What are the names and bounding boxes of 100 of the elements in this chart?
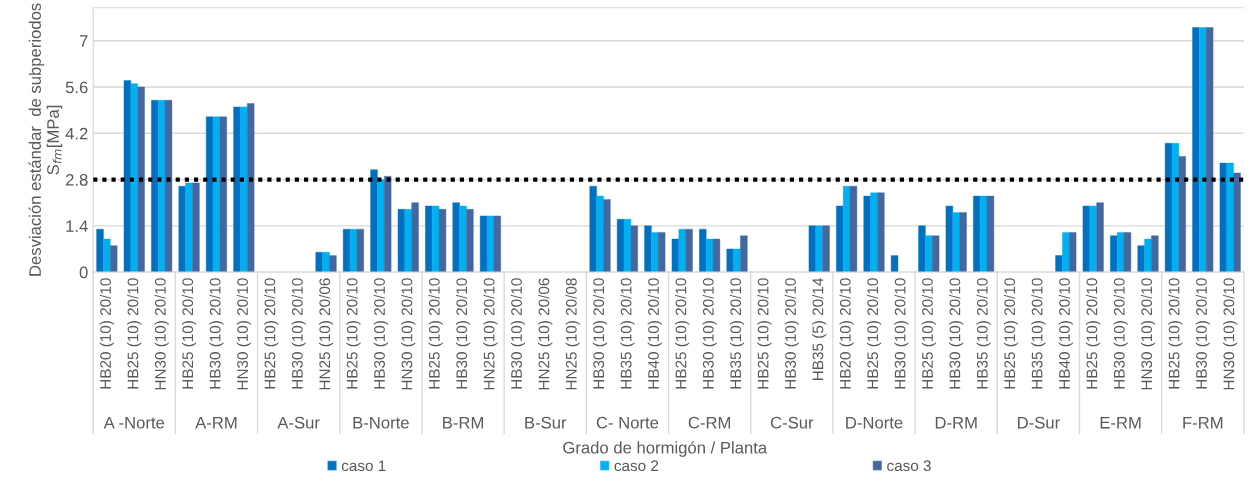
text: A-RM bbox=[195, 416, 237, 429]
bar bbox=[178, 185, 186, 273]
text: C- Norte bbox=[596, 416, 659, 429]
bar bbox=[466, 209, 474, 273]
x-tick-label: HB35 (10) 20/10 bbox=[976, 278, 991, 389]
legend-label: caso 3 bbox=[887, 460, 931, 472]
text: E-RM bbox=[1100, 416, 1141, 429]
x-axis-title: Grado de hormigón / Planta bbox=[563, 441, 768, 457]
y-tick-label: 0 bbox=[79, 266, 88, 279]
bar bbox=[699, 228, 707, 273]
x-tick-label: HB25 (10) 20/10 bbox=[264, 278, 279, 389]
bar bbox=[1069, 232, 1077, 273]
text: D-RM bbox=[935, 416, 977, 429]
bar bbox=[603, 199, 611, 273]
legend-label: caso 2 bbox=[614, 460, 659, 472]
bar bbox=[130, 83, 138, 273]
bar bbox=[103, 238, 111, 273]
x-tick-label: HB25 (10) 20/10 bbox=[866, 278, 882, 389]
text: F-RM bbox=[1183, 416, 1223, 429]
bar bbox=[1062, 232, 1070, 273]
bar bbox=[1178, 156, 1186, 273]
text: C-RM bbox=[688, 416, 731, 429]
bar bbox=[240, 106, 248, 273]
bar bbox=[1219, 162, 1227, 273]
x-tick-label: HB30 (10) 20/10 bbox=[455, 278, 471, 389]
bar bbox=[411, 202, 419, 273]
x-tick-label: HB25 (10) 20/10 bbox=[181, 278, 197, 389]
bar bbox=[836, 205, 844, 273]
bar bbox=[486, 215, 495, 273]
bar bbox=[1171, 143, 1180, 273]
bar bbox=[1233, 172, 1241, 273]
bar bbox=[815, 225, 823, 273]
bar bbox=[740, 235, 748, 273]
x-tick-label: HB30 (10) 20/10 bbox=[510, 278, 525, 389]
bar bbox=[164, 100, 173, 273]
x-tick-label: HB35 (10) 20/10 bbox=[1031, 278, 1046, 389]
y-tick-label: 1.4 bbox=[66, 220, 88, 232]
bar bbox=[651, 232, 659, 273]
bar bbox=[247, 103, 255, 273]
x-tick-label: HB25 (10) 20/10 bbox=[757, 278, 772, 389]
bar bbox=[870, 192, 878, 273]
bar bbox=[397, 209, 406, 273]
y-tick-label: 4.2 bbox=[65, 127, 88, 140]
bar bbox=[863, 195, 871, 273]
bar bbox=[329, 255, 337, 273]
bar bbox=[233, 106, 241, 273]
bar bbox=[589, 185, 597, 273]
bar bbox=[733, 248, 741, 273]
text: A-Sur bbox=[277, 416, 320, 429]
bar bbox=[849, 185, 858, 273]
bar bbox=[377, 179, 385, 273]
text: A -Norte bbox=[103, 416, 165, 429]
bar bbox=[1192, 27, 1200, 273]
x-tick-label: HB25 (10) 20/10 bbox=[921, 278, 936, 389]
x-tick-label: HB40 (10) 20/10 bbox=[647, 278, 662, 389]
bar bbox=[973, 195, 981, 273]
x-tick-label: HB35 (10) 20/10 bbox=[729, 278, 745, 389]
bar bbox=[1206, 27, 1214, 273]
x-tick-label: HB25 (10) 20/10 bbox=[127, 278, 142, 389]
bar bbox=[952, 212, 960, 273]
bar bbox=[219, 116, 227, 273]
x-tick-label: HN30 (10) 20/10 bbox=[1223, 278, 1238, 390]
x-tick-label: HB25 (10) 20/10 bbox=[428, 278, 443, 389]
bar bbox=[1137, 245, 1145, 273]
bar bbox=[452, 202, 460, 273]
bar bbox=[1226, 162, 1234, 273]
bar bbox=[890, 255, 899, 273]
x-tick-label: HN30 (10) 20/10 bbox=[401, 278, 416, 390]
bar bbox=[1089, 205, 1097, 273]
x-tick-label: HB20 (10) 20/10 bbox=[839, 278, 854, 389]
x-tick-label: HB30 (10) 20/10 bbox=[702, 278, 717, 389]
bar bbox=[623, 219, 632, 273]
bar bbox=[1164, 143, 1173, 273]
bar bbox=[644, 225, 652, 273]
x-tick-label: HB30 (10) 20/10 bbox=[1113, 278, 1128, 389]
x-tick-label: HB35 (10) 20/10 bbox=[620, 278, 635, 389]
x-tick-label: HB20 (10) 20/10 bbox=[99, 278, 114, 389]
bar bbox=[384, 176, 392, 273]
y-axis-title: Desviación estándar de subperiodos S$_{fm}$[MPa] bbox=[28, 3, 63, 276]
bar bbox=[322, 252, 330, 273]
bar bbox=[712, 238, 721, 273]
bar bbox=[1151, 235, 1159, 273]
x-tick-label: HN30 (10) 20/10 bbox=[1140, 278, 1156, 390]
bar bbox=[1055, 255, 1063, 273]
x-tick-label: HB30 (10) 20/10 bbox=[949, 278, 964, 389]
bar bbox=[151, 100, 159, 273]
bar bbox=[1199, 27, 1207, 273]
bar bbox=[1144, 238, 1152, 273]
bar bbox=[349, 228, 358, 273]
bar bbox=[932, 235, 940, 273]
bar bbox=[630, 225, 638, 273]
bar bbox=[356, 228, 364, 273]
x-tick-label: HB25 (10) 20/10 bbox=[346, 278, 361, 389]
bar bbox=[425, 205, 433, 273]
x-tick-label: HB35 (5) 20/14 bbox=[812, 278, 827, 380]
x-tick-label: HB30 (10) 20/10 bbox=[291, 278, 306, 389]
y-tick-label: 2.8 bbox=[65, 173, 88, 186]
bar bbox=[1110, 235, 1118, 273]
bar bbox=[685, 228, 693, 273]
bar bbox=[1082, 205, 1090, 273]
